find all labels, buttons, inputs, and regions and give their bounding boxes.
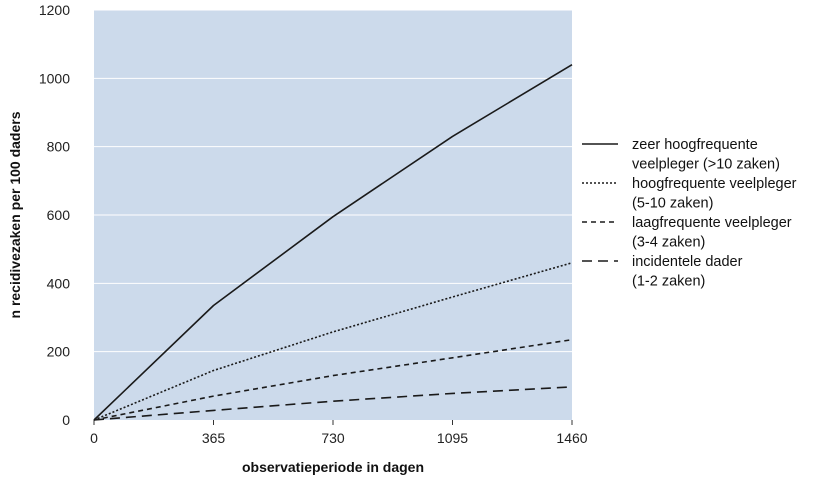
legend-entry-1: zeer hoogfrequente veelpleger (>10 zaken) <box>582 137 780 173</box>
legend-label: (1-2 zaken) <box>632 274 705 290</box>
legend-label: incidentele dader <box>632 254 743 270</box>
y-axis-ticks: 0 200 400 600 800 1000 1200 <box>39 2 70 428</box>
y-tick-label: 0 <box>62 412 70 428</box>
series-lines <box>93 64 573 421</box>
legend-label: zeer hoogfrequente <box>632 137 758 153</box>
y-tick-label: 200 <box>47 344 71 360</box>
legend-label: (5-10 zaken) <box>632 196 713 212</box>
series-line-2 <box>93 262 573 421</box>
legend-entry-4: incidentele dader (1-2 zaken) <box>582 254 743 290</box>
legend-label: laagfrequente veelpleger <box>632 215 792 231</box>
legend-label: veelpleger (>10 zaken) <box>632 157 780 173</box>
y-tick-label: 1000 <box>39 70 70 86</box>
series-line-3 <box>93 338 573 421</box>
x-tick-label: 1460 <box>556 430 587 446</box>
legend: zeer hoogfrequente veelpleger (>10 zaken)… <box>582 137 797 290</box>
x-tick-label: 1095 <box>437 430 468 446</box>
x-tick-label: 365 <box>202 430 226 446</box>
legend-label: (3-4 zaken) <box>632 235 705 251</box>
gridlines <box>94 9 572 353</box>
x-axis-ticks: 0 365 730 1095 1460 <box>90 420 588 446</box>
series-line-1 <box>93 64 573 421</box>
x-tick-label: 730 <box>321 430 345 446</box>
y-tick-label: 600 <box>47 207 71 223</box>
y-tick-label: 800 <box>47 139 71 155</box>
legend-entry-2: hoogfrequente veelpleger (5-10 zaken) <box>582 176 797 212</box>
x-tick-label: 0 <box>90 430 98 446</box>
y-tick-label: 1200 <box>39 2 70 18</box>
y-axis-title: n recidivezaken per 100 daders <box>7 111 23 318</box>
y-tick-label: 400 <box>47 275 71 291</box>
legend-label: hoogfrequente veelpleger <box>632 176 797 192</box>
legend-entry-3: laagfrequente veelpleger (3-4 zaken) <box>582 215 792 251</box>
x-axis-title: observatieperiode in dagen <box>242 459 424 475</box>
